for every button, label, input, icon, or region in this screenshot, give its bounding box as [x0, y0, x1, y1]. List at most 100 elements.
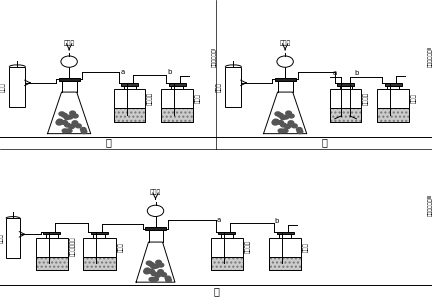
- Bar: [378, 108, 409, 122]
- Text: 氢氧化钠溶液: 氢氧化钠溶液: [70, 237, 76, 257]
- Circle shape: [158, 263, 164, 267]
- Circle shape: [151, 265, 156, 268]
- Text: 空气罐: 空气罐: [0, 82, 6, 92]
- Circle shape: [149, 269, 155, 273]
- Circle shape: [283, 129, 288, 133]
- Circle shape: [58, 120, 64, 124]
- Bar: [384, 83, 402, 86]
- Circle shape: [59, 112, 65, 116]
- Bar: [114, 108, 145, 122]
- Circle shape: [145, 268, 150, 272]
- Bar: [211, 238, 243, 270]
- Polygon shape: [136, 242, 175, 282]
- Circle shape: [67, 129, 72, 133]
- Circle shape: [285, 125, 290, 129]
- Bar: [330, 89, 361, 122]
- Circle shape: [274, 120, 280, 124]
- Circle shape: [144, 270, 149, 274]
- Bar: [330, 108, 361, 122]
- Circle shape: [158, 271, 163, 275]
- Circle shape: [72, 123, 77, 127]
- Circle shape: [277, 56, 293, 67]
- Circle shape: [280, 116, 286, 119]
- Bar: [269, 238, 301, 270]
- Circle shape: [57, 119, 63, 123]
- Text: b: b: [168, 69, 172, 75]
- Bar: [218, 232, 235, 234]
- Circle shape: [81, 130, 87, 134]
- Bar: [35, 257, 68, 270]
- Circle shape: [275, 112, 281, 116]
- Text: 氢氧化钠溶液Ⅲ: 氢氧化钠溶液Ⅲ: [427, 194, 432, 216]
- Circle shape: [296, 127, 302, 131]
- Text: 稀硫酸: 稀硫酸: [280, 40, 291, 45]
- Circle shape: [273, 121, 278, 125]
- Text: 空气罐: 空气罐: [0, 233, 3, 243]
- Text: 纯碱样品: 纯碱样品: [363, 92, 369, 105]
- Circle shape: [146, 261, 152, 265]
- Text: 乙: 乙: [321, 138, 327, 148]
- Circle shape: [278, 121, 283, 124]
- Circle shape: [69, 125, 74, 129]
- Bar: [146, 227, 165, 230]
- Circle shape: [72, 121, 78, 125]
- Circle shape: [80, 127, 86, 131]
- Circle shape: [155, 274, 161, 277]
- Circle shape: [161, 273, 166, 277]
- Circle shape: [278, 129, 284, 133]
- Polygon shape: [264, 92, 307, 134]
- Text: 甲: 甲: [105, 138, 111, 148]
- Text: 纯碱样品: 纯碱样品: [245, 240, 251, 253]
- Circle shape: [292, 124, 297, 128]
- Circle shape: [153, 277, 159, 281]
- Text: b: b: [274, 219, 279, 225]
- Bar: [83, 238, 116, 270]
- Text: 丙: 丙: [213, 286, 219, 296]
- Text: a: a: [120, 69, 124, 75]
- Circle shape: [272, 120, 278, 124]
- Circle shape: [151, 272, 157, 276]
- Circle shape: [147, 205, 164, 217]
- Text: 空气罐: 空气罐: [216, 82, 222, 92]
- Text: 稀硫酸: 稀硫酸: [64, 40, 75, 45]
- Text: 浓硫酸: 浓硫酸: [195, 93, 200, 103]
- Bar: [276, 232, 294, 234]
- Bar: [225, 67, 241, 107]
- Bar: [59, 78, 79, 81]
- Circle shape: [166, 278, 172, 282]
- Bar: [114, 89, 145, 122]
- Circle shape: [158, 270, 163, 274]
- Text: 氢氧化钠溶液Ⅱ: 氢氧化钠溶液Ⅱ: [427, 46, 432, 67]
- Circle shape: [273, 119, 279, 123]
- Circle shape: [153, 264, 159, 268]
- Bar: [91, 232, 108, 234]
- Polygon shape: [48, 92, 91, 134]
- Bar: [269, 257, 301, 270]
- Circle shape: [286, 111, 292, 115]
- Text: 纯碱样品: 纯碱样品: [147, 92, 153, 105]
- Bar: [114, 108, 145, 122]
- Bar: [211, 257, 243, 270]
- Circle shape: [281, 123, 286, 127]
- Circle shape: [67, 115, 73, 119]
- Bar: [9, 67, 25, 107]
- Circle shape: [146, 269, 151, 273]
- Circle shape: [149, 263, 154, 266]
- Circle shape: [73, 114, 78, 118]
- Bar: [6, 218, 20, 258]
- Circle shape: [283, 115, 289, 119]
- Circle shape: [297, 130, 303, 134]
- Circle shape: [289, 114, 294, 118]
- Circle shape: [62, 121, 67, 124]
- Bar: [83, 257, 116, 270]
- Bar: [83, 257, 116, 270]
- Circle shape: [61, 56, 77, 67]
- Bar: [275, 78, 295, 81]
- Circle shape: [165, 276, 171, 280]
- Circle shape: [70, 111, 76, 115]
- Bar: [211, 257, 243, 270]
- Bar: [330, 108, 361, 122]
- Circle shape: [56, 120, 62, 124]
- Circle shape: [278, 113, 283, 117]
- Text: a: a: [333, 70, 337, 76]
